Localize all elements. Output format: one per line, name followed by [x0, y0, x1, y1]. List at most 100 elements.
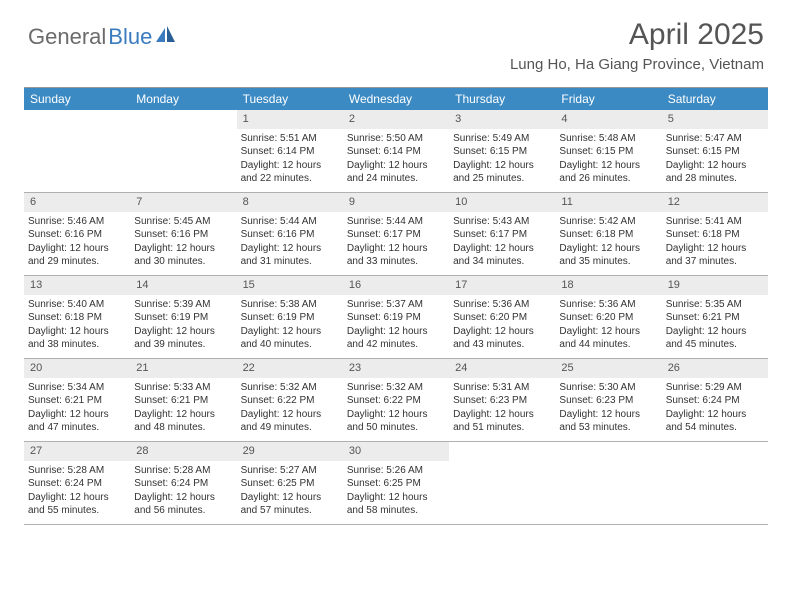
daylight-line: Daylight: 12 hours and 38 minutes.	[28, 325, 126, 352]
logo-sail-icon	[156, 26, 176, 49]
day-cell: 12Sunrise: 5:41 AMSunset: 6:18 PMDayligh…	[662, 193, 768, 275]
sunrise-line: Sunrise: 5:43 AM	[453, 215, 551, 229]
sunrise-line: Sunrise: 5:40 AM	[28, 298, 126, 312]
page-header: GeneralBlue April 2025 Lung Ho, Ha Giang…	[0, 0, 792, 79]
day-cell: 29 Sunrise: 5:27 AMSunset: 6:25 PMDayligh…	[237, 442, 343, 524]
day-number: 14	[130, 276, 236, 295]
day-cell-empty: .	[449, 442, 555, 524]
day-number: 22	[237, 359, 343, 378]
daylight-line: Daylight: 12 hours and 25 minutes.	[453, 159, 551, 186]
day-details: Sunrise: 5:40 AMSunset: 6:18 PMDaylight:…	[28, 298, 126, 352]
sunset-line: Sunset: 6:16 PM	[241, 228, 339, 242]
sunset-line: Sunset: 6:17 PM	[453, 228, 551, 242]
sunrise-line: Sunrise: 5:42 AM	[559, 215, 657, 229]
daylight-line: Daylight: 12 hours and 43 minutes.	[453, 325, 551, 352]
day-number: 9	[343, 193, 449, 212]
day-details: Sunrise: 5:28 AMSunset: 6:24 PMDaylight:…	[28, 464, 126, 518]
sunrise-line: Sunrise: 5:50 AM	[347, 132, 445, 146]
daylight-line: Daylight: 12 hours and 58 minutes.	[347, 491, 445, 518]
daylight-line: Daylight: 12 hours and 44 minutes.	[559, 325, 657, 352]
dow-sunday: Sunday	[24, 88, 130, 110]
title-block: April 2025 Lung Ho, Ha Giang Province, V…	[510, 18, 764, 73]
day-number: 30	[343, 442, 449, 461]
day-cell: 8Sunrise: 5:44 AMSunset: 6:16 PMDaylight…	[237, 193, 343, 275]
day-number: 28	[130, 442, 236, 461]
day-number: 11	[555, 193, 661, 212]
sunrise-line: Sunrise: 5:27 AM	[241, 464, 339, 478]
day-cell: 23Sunrise: 5:32 AMSunset: 6:22 PMDayligh…	[343, 359, 449, 441]
day-cell: 7Sunrise: 5:45 AMSunset: 6:16 PMDaylight…	[130, 193, 236, 275]
day-cell: 24Sunrise: 5:31 AMSunset: 6:23 PMDayligh…	[449, 359, 555, 441]
day-cell: 13 Sunrise: 5:40 AMSunset: 6:18 PMDayligh…	[24, 276, 130, 358]
sunset-line: Sunset: 6:16 PM	[134, 228, 232, 242]
day-details: Sunrise: 5:31 AMSunset: 6:23 PMDaylight:…	[453, 381, 551, 435]
daylight-line: Daylight: 12 hours and 39 minutes.	[134, 325, 232, 352]
day-number: 4	[555, 110, 661, 129]
day-number: 2	[343, 110, 449, 129]
day-details: Sunrise: 5:41 AMSunset: 6:18 PMDaylight:…	[666, 215, 764, 269]
sunset-line: Sunset: 6:20 PM	[453, 311, 551, 325]
sunrise-line: Sunrise: 5:31 AM	[453, 381, 551, 395]
day-cell: 11Sunrise: 5:42 AMSunset: 6:18 PMDayligh…	[555, 193, 661, 275]
daylight-line: Daylight: 12 hours and 42 minutes.	[347, 325, 445, 352]
day-cell: 1Sunrise: 5:51 AMSunset: 6:14 PMDaylight…	[237, 110, 343, 192]
sunset-line: Sunset: 6:24 PM	[28, 477, 126, 491]
day-details: Sunrise: 5:47 AMSunset: 6:15 PMDaylight:…	[666, 132, 764, 186]
sunset-line: Sunset: 6:22 PM	[241, 394, 339, 408]
sunrise-line: Sunrise: 5:44 AM	[241, 215, 339, 229]
sunrise-line: Sunrise: 5:37 AM	[347, 298, 445, 312]
daylight-line: Daylight: 12 hours and 49 minutes.	[241, 408, 339, 435]
day-number: 21	[130, 359, 236, 378]
day-details: Sunrise: 5:32 AMSunset: 6:22 PMDaylight:…	[241, 381, 339, 435]
sunset-line: Sunset: 6:15 PM	[559, 145, 657, 159]
dow-wednesday: Wednesday	[343, 88, 449, 110]
day-details: Sunrise: 5:48 AMSunset: 6:15 PMDaylight:…	[559, 132, 657, 186]
month-title: April 2025	[510, 18, 764, 52]
day-cell: 6Sunrise: 5:46 AMSunset: 6:16 PMDaylight…	[24, 193, 130, 275]
sunrise-line: Sunrise: 5:36 AM	[453, 298, 551, 312]
day-details: Sunrise: 5:26 AMSunset: 6:25 PMDaylight:…	[347, 464, 445, 518]
daylight-line: Daylight: 12 hours and 33 minutes.	[347, 242, 445, 269]
sunset-line: Sunset: 6:21 PM	[666, 311, 764, 325]
sunset-line: Sunset: 6:20 PM	[559, 311, 657, 325]
daylight-line: Daylight: 12 hours and 29 minutes.	[28, 242, 126, 269]
sunrise-line: Sunrise: 5:26 AM	[347, 464, 445, 478]
week-row: 6Sunrise: 5:46 AMSunset: 6:16 PMDaylight…	[24, 193, 768, 276]
day-number: 18	[555, 276, 661, 295]
sunrise-line: Sunrise: 5:49 AM	[453, 132, 551, 146]
sunrise-line: Sunrise: 5:36 AM	[559, 298, 657, 312]
day-cell: 28Sunrise: 5:28 AMSunset: 6:24 PMDayligh…	[130, 442, 236, 524]
sunrise-line: Sunrise: 5:38 AM	[241, 298, 339, 312]
day-cell: 5Sunrise: 5:47 AMSunset: 6:15 PMDaylight…	[662, 110, 768, 192]
day-number: 13	[24, 276, 130, 295]
day-details: Sunrise: 5:38 AMSunset: 6:19 PMDaylight:…	[241, 298, 339, 352]
day-cell: 22 Sunrise: 5:32 AMSunset: 6:22 PMDayligh…	[237, 359, 343, 441]
day-details: Sunrise: 5:50 AMSunset: 6:14 PMDaylight:…	[347, 132, 445, 186]
sunset-line: Sunset: 6:18 PM	[28, 311, 126, 325]
sunrise-line: Sunrise: 5:28 AM	[28, 464, 126, 478]
daylight-line: Daylight: 12 hours and 31 minutes.	[241, 242, 339, 269]
day-number: 29	[237, 442, 343, 461]
week-row: 27Sunrise: 5:28 AMSunset: 6:24 PMDayligh…	[24, 442, 768, 525]
day-number: 27	[24, 442, 130, 461]
day-cell: 14Sunrise: 5:39 AMSunset: 6:19 PMDayligh…	[130, 276, 236, 358]
day-of-week-row: SundayMondayTuesdayWednesdayThursdayFrid…	[24, 88, 768, 110]
day-number: 1	[237, 110, 343, 129]
sunset-line: Sunset: 6:25 PM	[347, 477, 445, 491]
day-cell: 26Sunrise: 5:29 AMSunset: 6:24 PMDayligh…	[662, 359, 768, 441]
day-cell: 30 Sunrise: 5:26 AMSunset: 6:25 PMDayligh…	[343, 442, 449, 524]
sunset-line: Sunset: 6:24 PM	[666, 394, 764, 408]
day-cell: 10Sunrise: 5:43 AMSunset: 6:17 PMDayligh…	[449, 193, 555, 275]
dow-thursday: Thursday	[449, 88, 555, 110]
sunrise-line: Sunrise: 5:46 AM	[28, 215, 126, 229]
sunset-line: Sunset: 6:17 PM	[347, 228, 445, 242]
day-details: Sunrise: 5:27 AMSunset: 6:25 PMDaylight:…	[241, 464, 339, 518]
day-number: 20	[24, 359, 130, 378]
day-details: Sunrise: 5:33 AMSunset: 6:21 PMDaylight:…	[134, 381, 232, 435]
sunset-line: Sunset: 6:18 PM	[666, 228, 764, 242]
day-cell: 19Sunrise: 5:35 AMSunset: 6:21 PMDayligh…	[662, 276, 768, 358]
day-cell: 21 Sunrise: 5:33 AMSunset: 6:21 PMDayligh…	[130, 359, 236, 441]
sunrise-line: Sunrise: 5:32 AM	[241, 381, 339, 395]
day-details: Sunrise: 5:37 AMSunset: 6:19 PMDaylight:…	[347, 298, 445, 352]
day-details: Sunrise: 5:32 AMSunset: 6:22 PMDaylight:…	[347, 381, 445, 435]
